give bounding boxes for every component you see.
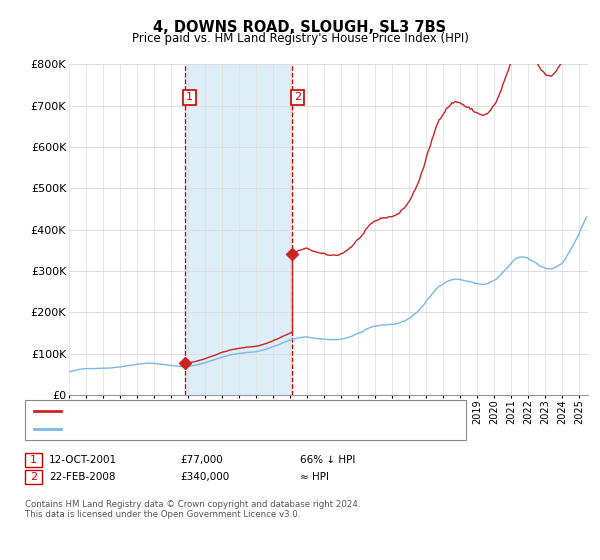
Text: 2: 2: [30, 472, 37, 482]
Text: 4, DOWNS ROAD, SLOUGH, SL3 7BS: 4, DOWNS ROAD, SLOUGH, SL3 7BS: [154, 20, 446, 35]
Bar: [185, 64, 292, 395]
Text: ≈ HPI: ≈ HPI: [300, 472, 329, 482]
Text: 1: 1: [30, 455, 37, 465]
Text: 22-FEB-2008: 22-FEB-2008: [49, 472, 116, 482]
Text: £340,000: £340,000: [180, 472, 229, 482]
Text: Contains HM Land Registry data © Crown copyright and database right 2024.
This d: Contains HM Land Registry data © Crown c…: [25, 500, 361, 519]
Text: £77,000: £77,000: [180, 455, 223, 465]
Text: Price paid vs. HM Land Registry's House Price Index (HPI): Price paid vs. HM Land Registry's House …: [131, 32, 469, 45]
Text: HPI: Average price, detached house, Slough: HPI: Average price, detached house, Slou…: [67, 423, 296, 433]
Text: 1: 1: [186, 92, 193, 102]
Text: 2: 2: [294, 92, 301, 102]
Text: 66% ↓ HPI: 66% ↓ HPI: [300, 455, 355, 465]
Text: 4, DOWNS ROAD, SLOUGH, SL3 7BS (detached house): 4, DOWNS ROAD, SLOUGH, SL3 7BS (detached…: [67, 407, 349, 417]
Text: 12-OCT-2001: 12-OCT-2001: [49, 455, 118, 465]
